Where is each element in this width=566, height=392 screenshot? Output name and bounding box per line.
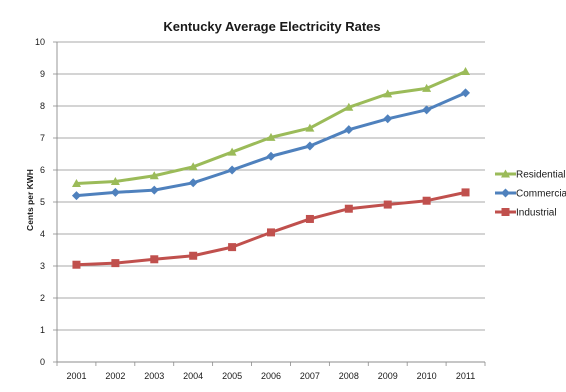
- chart-title: Kentucky Average Electricity Rates: [163, 19, 380, 34]
- legend: Residential Commercial Industrial: [495, 169, 566, 219]
- x-tick-label: 2009: [378, 371, 398, 381]
- data-point-industrial: [150, 255, 159, 264]
- axes: 0 1 2 3 4 5 6 7 8 9 10 2001 2002 2003 2004 2005 2006 2007…: [35, 37, 486, 381]
- legend-item-commercial: Commercial: [495, 188, 566, 200]
- data-point-industrial: [305, 214, 314, 223]
- x-tick-label: 2008: [339, 371, 359, 381]
- data-point-residential: [149, 171, 159, 180]
- x-tick-label: 2007: [300, 371, 320, 381]
- data-point-residential: [383, 89, 393, 98]
- y-tick-label: 2: [40, 293, 45, 303]
- data-point-commercial: [188, 178, 198, 188]
- data-point-residential: [71, 178, 81, 187]
- x-tick-label: 2010: [417, 371, 437, 381]
- data-point-commercial: [149, 185, 159, 195]
- data-point-residential: [110, 177, 120, 186]
- data-point-industrial: [228, 243, 237, 252]
- data-point-industrial: [189, 251, 198, 260]
- x-tick-label: 2001: [66, 371, 86, 381]
- data-point-industrial: [111, 259, 120, 268]
- data-point-commercial: [383, 114, 393, 124]
- data-point-commercial: [344, 125, 354, 135]
- data-point-commercial: [422, 105, 432, 115]
- gridlines: [57, 41, 485, 331]
- x-tick-label: 2011: [456, 371, 475, 381]
- legend-item-residential: Residential: [495, 169, 565, 181]
- data-point-residential: [344, 102, 354, 111]
- series-line-commercial: [76, 91, 467, 198]
- data-point-commercial: [461, 88, 471, 98]
- data-point-residential: [422, 83, 432, 92]
- series-group: [71, 66, 471, 269]
- x-tick-label: 2004: [183, 371, 203, 381]
- legend-label: Residential: [516, 170, 565, 181]
- x-tick-label: 2005: [222, 371, 242, 381]
- x-tick-label: 2002: [105, 371, 125, 381]
- data-point-industrial: [383, 200, 392, 209]
- data-point-industrial: [422, 196, 431, 205]
- y-tick-label: 8: [40, 101, 45, 111]
- data-point-residential: [266, 132, 276, 141]
- y-axis-label: Cents per KWH: [25, 169, 35, 231]
- series-line-residential: [76, 70, 467, 185]
- legend-item-industrial: Industrial: [495, 208, 557, 219]
- series-industrial: [72, 188, 470, 269]
- series-residential: [71, 66, 471, 187]
- legend-swatch-marker: [501, 169, 510, 178]
- data-point-residential: [188, 162, 198, 171]
- data-point-residential: [227, 147, 237, 156]
- x-tick-label: 2003: [144, 371, 164, 381]
- data-point-commercial: [305, 141, 315, 151]
- y-tick-label: 10: [35, 37, 45, 47]
- y-tick-label: 4: [40, 229, 45, 239]
- y-tick-label: 0: [40, 357, 45, 367]
- data-point-industrial: [461, 188, 470, 197]
- data-point-industrial: [267, 228, 275, 237]
- y-tick-label: 5: [40, 197, 45, 207]
- data-point-commercial: [266, 151, 276, 161]
- data-point-commercial: [71, 191, 81, 201]
- data-point-residential: [305, 123, 315, 132]
- y-tick-label: 9: [40, 69, 45, 79]
- y-tick-label: 1: [40, 325, 45, 335]
- legend-swatch-marker: [501, 188, 510, 198]
- y-tick-label: 6: [40, 165, 45, 175]
- series-commercial: [71, 88, 471, 201]
- legend-label: Industrial: [516, 208, 557, 219]
- legend-label: Commercial: [516, 189, 566, 200]
- y-tick-label: 3: [40, 261, 45, 271]
- data-point-residential: [461, 66, 471, 75]
- y-tick-label: 7: [40, 133, 45, 143]
- data-point-industrial: [344, 204, 353, 213]
- data-point-industrial: [72, 260, 81, 269]
- data-point-commercial: [110, 187, 120, 197]
- x-tick-label: 2006: [261, 371, 281, 381]
- legend-swatch-marker: [501, 208, 510, 216]
- data-point-commercial: [227, 165, 237, 175]
